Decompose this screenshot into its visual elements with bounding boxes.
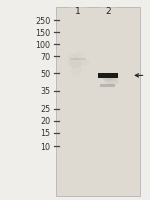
Text: 1: 1: [75, 7, 81, 16]
Text: 150: 150: [35, 29, 50, 37]
Text: 250: 250: [35, 17, 50, 25]
Ellipse shape: [69, 59, 82, 69]
Bar: [56, 8, 140, 196]
Ellipse shape: [103, 74, 116, 81]
Text: 25: 25: [40, 105, 50, 113]
Bar: [99, 8, 117, 196]
Text: 50: 50: [40, 70, 50, 78]
Text: 2: 2: [105, 7, 111, 16]
Text: 70: 70: [40, 53, 50, 61]
Ellipse shape: [104, 79, 119, 86]
Ellipse shape: [67, 54, 79, 65]
Ellipse shape: [74, 52, 84, 61]
Bar: [69, 8, 87, 196]
Text: 20: 20: [40, 117, 50, 125]
Text: 10: 10: [40, 142, 50, 151]
Text: 100: 100: [35, 41, 50, 49]
Text: 15: 15: [40, 129, 50, 137]
Ellipse shape: [78, 60, 90, 67]
Bar: [100, 84, 116, 88]
Bar: [70, 59, 86, 61]
Ellipse shape: [100, 74, 113, 81]
Ellipse shape: [71, 65, 82, 77]
Bar: [98, 73, 118, 78]
Ellipse shape: [103, 77, 118, 83]
Text: 35: 35: [40, 87, 50, 96]
Ellipse shape: [67, 62, 82, 68]
